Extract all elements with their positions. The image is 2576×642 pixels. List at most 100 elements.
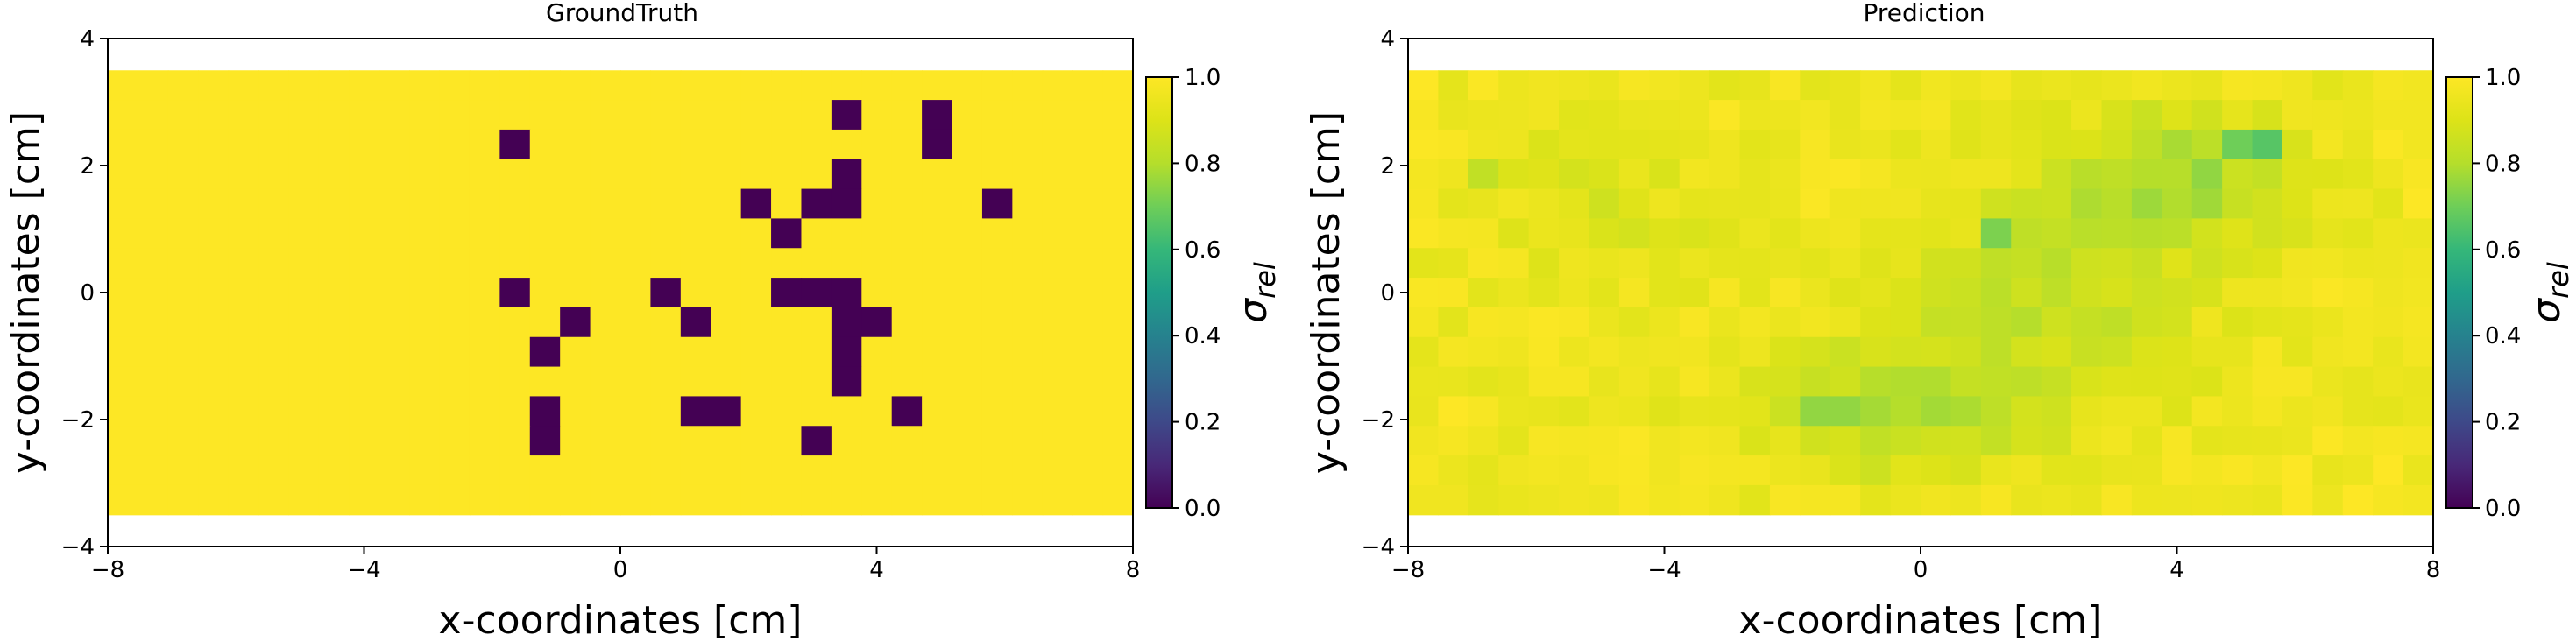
heatmap-cell: [2282, 426, 2313, 456]
heatmap-cell: [922, 278, 953, 308]
heatmap-cell: [1921, 218, 1952, 249]
heatmap-cell: [167, 188, 199, 220]
heatmap-cell: [771, 129, 803, 160]
heatmap-cell: [1438, 426, 1469, 456]
heatmap-cell: [891, 278, 923, 308]
heatmap-cell: [2222, 366, 2254, 398]
heatmap-cell: [680, 484, 711, 516]
heatmap-cell: [650, 248, 682, 279]
heatmap-cell: [801, 248, 832, 279]
heatmap-cell: [2403, 426, 2434, 456]
heatmap-cell: [1649, 248, 1681, 279]
heatmap-cell: [2312, 129, 2344, 160]
heatmap-cell: [1042, 100, 1073, 131]
heatmap-cell: [258, 278, 290, 308]
heatmap-cell: [891, 455, 923, 486]
heatmap-cell: [1468, 248, 1499, 279]
heatmap-cell: [1468, 396, 1499, 427]
pred-title: Prediction: [1863, 0, 1985, 27]
heatmap-cell: [2071, 248, 2103, 279]
heatmap-cell: [2403, 484, 2434, 516]
heatmap-cell: [1950, 396, 1982, 427]
heatmap-cell: [740, 70, 772, 101]
heatmap-cell: [1980, 129, 2012, 160]
heatmap-cell: [469, 455, 500, 486]
heatmap-cell: [2071, 159, 2103, 190]
heatmap-cell: [318, 188, 350, 220]
heatmap-cell: [469, 336, 500, 368]
heatmap-cell: [108, 278, 139, 308]
heatmap-cell: [2222, 336, 2254, 368]
heatmap-cell: [138, 336, 169, 368]
heatmap-cell: [2312, 70, 2344, 101]
heatmap-cell: [138, 426, 169, 456]
colorbar-tick-label: 0.4: [1185, 323, 1221, 349]
heatmap-cell: [1012, 100, 1044, 131]
heatmap-cell: [1438, 100, 1469, 131]
heatmap-cell: [2312, 366, 2344, 398]
heatmap-cell: [2373, 455, 2404, 486]
heatmap-cell: [1618, 366, 1650, 398]
heatmap-cell: [2222, 484, 2254, 516]
heatmap-cell: [650, 336, 682, 368]
heatmap-cell: [1498, 455, 1530, 486]
heatmap-cell: [167, 159, 199, 190]
heatmap-cell: [108, 336, 139, 368]
heatmap-cell: [1618, 307, 1650, 338]
heatmap-cell: [499, 159, 531, 190]
heatmap-cell: [2373, 100, 2404, 131]
heatmap-cell: [981, 70, 1013, 101]
heatmap-cell: [379, 129, 410, 160]
heatmap-cell: [108, 248, 139, 279]
x-tick-label: −4: [1647, 557, 1681, 583]
heatmap-cell: [409, 484, 441, 516]
heatmap-cell: [1950, 336, 1982, 368]
heatmap-cell: [2071, 455, 2103, 486]
heatmap-cell: [1709, 100, 1741, 131]
heatmap-cell: [891, 188, 923, 220]
heatmap-cell: [2011, 278, 2042, 308]
heatmap-cell: [620, 396, 652, 427]
heatmap-cell: [2041, 100, 2072, 131]
heatmap-cell: [2101, 129, 2133, 160]
gt-colorbar-ticks: 0.0 0.2 0.4 0.6 0.8 1.0: [1172, 65, 1221, 522]
heatmap-cell: [560, 307, 591, 338]
heatmap-cell: [1042, 218, 1073, 249]
heatmap-cell: [1769, 159, 1801, 190]
heatmap-cell: [2162, 484, 2193, 516]
gt-x-axis-label: x-coordinates [cm]: [439, 598, 803, 642]
heatmap-cell: [2252, 426, 2283, 456]
heatmap-cell: [198, 426, 230, 456]
heatmap-cell: [1072, 366, 1104, 398]
heatmap-cell: [2191, 426, 2223, 456]
x-tick-label: 0: [613, 557, 628, 583]
heatmap-cell: [409, 278, 441, 308]
heatmap-cell: [1769, 455, 1801, 486]
gt-colorbar-frame: [1145, 76, 1173, 509]
heatmap-cell: [1709, 336, 1741, 368]
heatmap-cell: [409, 70, 441, 101]
heatmap-cell: [1800, 278, 1831, 308]
heatmap-cell: [1072, 455, 1104, 486]
heatmap-cell: [258, 455, 290, 486]
heatmap-cell: [1408, 100, 1440, 131]
heatmap-cell: [680, 278, 711, 308]
heatmap-cell: [1769, 426, 1801, 456]
heatmap-cell: [1921, 307, 1952, 338]
heatmap-cell: [771, 278, 803, 308]
heatmap-cell: [349, 426, 380, 456]
heatmap-cell: [2342, 248, 2374, 279]
heatmap-cell: [740, 396, 772, 427]
heatmap-cell: [1709, 396, 1741, 427]
heatmap-cell: [529, 484, 561, 516]
heatmap-cell: [1890, 159, 1921, 190]
heatmap-cell: [228, 307, 259, 338]
heatmap-cell: [2101, 484, 2133, 516]
heatmap-cell: [1860, 100, 1892, 131]
heatmap-cell: [1890, 100, 1921, 131]
heatmap-cell: [1072, 248, 1104, 279]
heatmap-cell: [2041, 248, 2072, 279]
heatmap-cell: [590, 426, 621, 456]
heatmap-cell: [1709, 70, 1741, 101]
